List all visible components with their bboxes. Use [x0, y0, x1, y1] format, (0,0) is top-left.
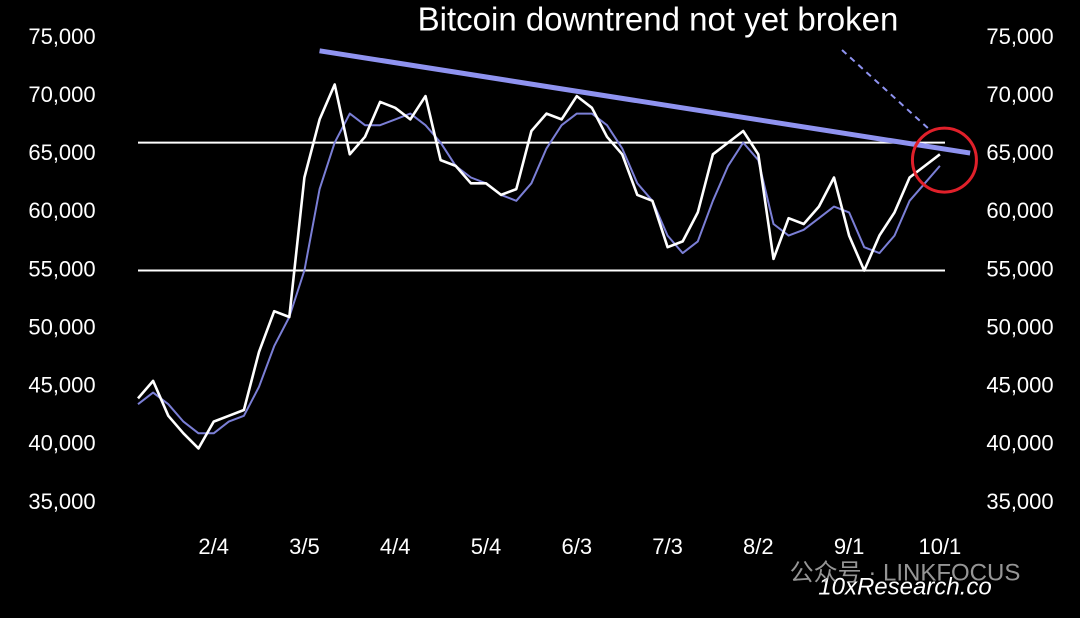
- watermark: 公众号 · LINKFOCUS: [790, 559, 1021, 586]
- y2-tick-label: 65,000: [986, 140, 1053, 165]
- trend-line: [319, 48, 971, 156]
- price-line: [137, 112, 941, 435]
- x-tick-label: 2/4: [198, 534, 229, 559]
- x-tick-label: 10/1: [918, 534, 961, 559]
- x-tick-label: 3/5: [289, 534, 320, 559]
- y-tick-label: 70,000: [28, 82, 95, 107]
- y-tick-label: 45,000: [28, 373, 95, 398]
- y2-tick-label: 55,000: [986, 256, 1053, 281]
- chart-title: Bitcoin downtrend not yet broken: [418, 1, 899, 38]
- y2-tick-label: 60,000: [986, 198, 1053, 223]
- x-tick-label: 6/3: [561, 534, 592, 559]
- arrow: [841, 49, 931, 131]
- price-line: [137, 83, 941, 450]
- x-tick-label: 8/2: [743, 534, 774, 559]
- y2-tick-label: 40,000: [986, 431, 1053, 456]
- y2-tick-label: 45,000: [986, 373, 1053, 398]
- y2-tick-label: 70,000: [986, 82, 1053, 107]
- y-tick-label: 55,000: [28, 256, 95, 281]
- highlight-circle: [910, 126, 978, 194]
- y2-tick-label: 35,000: [986, 489, 1053, 514]
- y2-tick-label: 75,000: [986, 24, 1053, 49]
- y-tick-label: 60,000: [28, 198, 95, 223]
- y-tick-label: 65,000: [28, 140, 95, 165]
- x-tick-label: 5/4: [471, 534, 502, 559]
- y-tick-label: 50,000: [28, 314, 95, 339]
- watermark: 10xResearch.co: [818, 573, 991, 600]
- y-tick-label: 40,000: [28, 431, 95, 456]
- y2-tick-label: 50,000: [986, 314, 1053, 339]
- x-tick-label: 7/3: [652, 534, 683, 559]
- x-tick-label: 9/1: [834, 534, 865, 559]
- y-tick-label: 75,000: [28, 24, 95, 49]
- x-tick-label: 4/4: [380, 534, 411, 559]
- y-tick-label: 35,000: [28, 489, 95, 514]
